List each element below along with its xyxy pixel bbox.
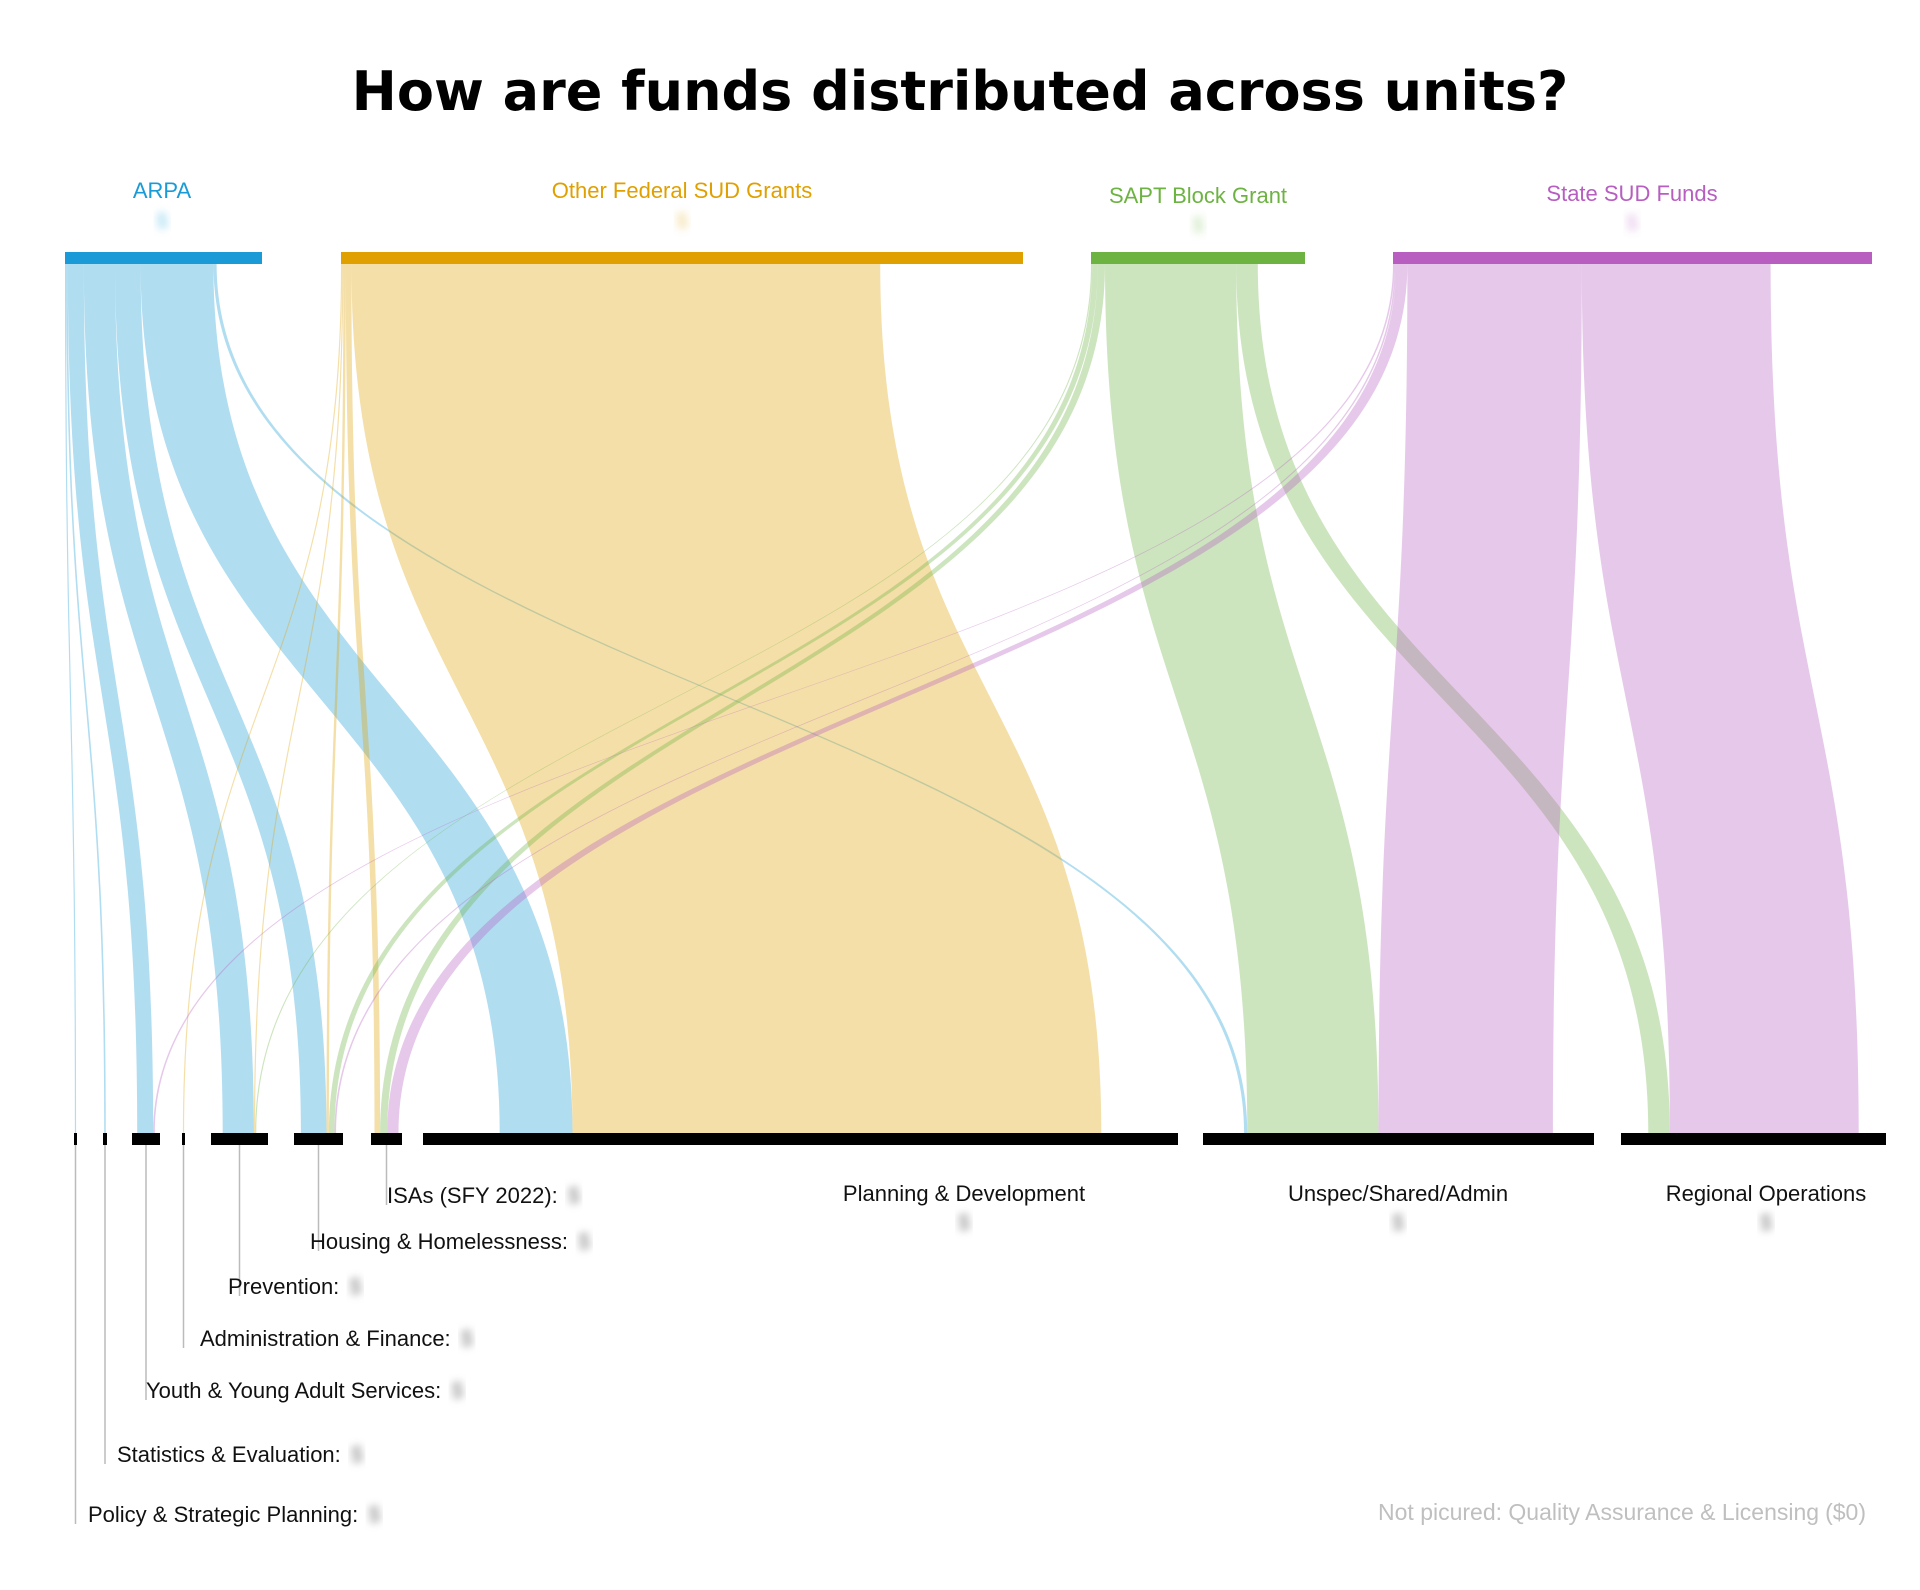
flow-state-sud-funds-to-housing-homelessness: [334, 264, 1397, 1133]
flow-state-sud-funds-to-isas-sfy-2022: [387, 264, 1408, 1133]
target-amount-youth-young-adult-services: $: [451, 1378, 463, 1403]
target-label-housing-homelessness: Housing & Homelessness:: [310, 1229, 568, 1254]
flow-other-federal-sud-grants-to-isas-sfy-2022: [345, 264, 381, 1133]
flow-state-sud-funds-to-youth-young-adult-services: [153, 264, 1395, 1133]
flow-sapt-block-grant-to-regional-operations: [1236, 264, 1670, 1133]
target-label-unspec-shared-admin: Unspec/Shared/Admin: [1288, 1181, 1508, 1206]
source-amount-sapt-block-grant: $: [1192, 214, 1204, 237]
flow-other-federal-sud-grants-to-prevention: [253, 264, 344, 1133]
target-bar-policy-strategic-planning: [74, 1133, 77, 1145]
target-amount-planning-development: $: [958, 1210, 970, 1235]
target-amount-statistics-evaluation: $: [351, 1442, 363, 1467]
flow-arpa-to-unspec-shared-admin: [213, 264, 1248, 1133]
source-label-sapt-block-grant: SAPT Block Grant: [1109, 183, 1287, 208]
target-bar-regional-operations: [1621, 1133, 1886, 1145]
flow-arpa-to-prevention: [83, 264, 254, 1133]
target-amount-unspec-shared-admin: $: [1392, 1210, 1404, 1235]
source-bar-sapt-block-grant: [1091, 252, 1305, 264]
target-bar-statistics-evaluation: [103, 1133, 107, 1145]
target-amount-regional-operations: $: [1760, 1210, 1772, 1235]
source-bar-state-sud-funds: [1393, 252, 1872, 264]
target-labels: Policy & Strategic Planning: $ Statistics …: [74, 1145, 1867, 1527]
flow-sapt-block-grant-to-isas-sfy-2022: [380, 264, 1106, 1133]
flow-arpa-to-youth-young-adult-services: [67, 264, 154, 1133]
target-bar-unspec-shared-admin: [1203, 1133, 1594, 1145]
source-bar-other-federal-sud-grants: [341, 252, 1023, 264]
flow-arpa-to-housing-homelessness: [115, 264, 327, 1133]
flow-sapt-block-grant-to-prevention: [255, 264, 1093, 1133]
target-label-isas-sfy-2022: ISAs (SFY 2022):: [387, 1183, 558, 1208]
target-bar-isas-sfy-2022: [371, 1133, 402, 1145]
source-label-state-sud-funds: State SUD Funds: [1546, 181, 1717, 206]
flow-sapt-block-grant-to-housing-homelessness: [328, 264, 1098, 1133]
target-amount-administration-finance: $: [461, 1326, 473, 1351]
source-amount-state-sud-funds: $: [1626, 212, 1638, 235]
target-amount-policy-strategic-planning: $: [368, 1502, 380, 1527]
target-bars: [74, 1133, 1886, 1145]
flow-sapt-block-grant-to-unspec-shared-admin: [1105, 264, 1379, 1133]
target-label-regional-operations: Regional Operations: [1666, 1181, 1867, 1206]
target-label-prevention: Prevention:: [228, 1274, 339, 1299]
source-label-arpa: ARPA: [133, 178, 192, 203]
flow-arpa-to-planning-development: [140, 264, 573, 1133]
not-pictured-note: Not picured: Quality Assurance & Licensi…: [1378, 1499, 1866, 1525]
target-bar-administration-finance: [182, 1133, 185, 1145]
target-label-youth-young-adult-services: Youth & Young Adult Services:: [146, 1378, 441, 1403]
target-bar-housing-homelessness: [294, 1133, 343, 1145]
flow-other-federal-sud-grants-to-planning-development: [351, 264, 1102, 1133]
target-label-policy-strategic-planning: Policy & Strategic Planning:: [88, 1502, 358, 1527]
target-bar-prevention: [211, 1133, 268, 1145]
flow-state-sud-funds-to-regional-operations: [1581, 264, 1859, 1133]
flow-links: [65, 264, 1859, 1133]
flow-other-federal-sud-grants-to-housing-homelessness: [326, 264, 346, 1133]
flow-state-sud-funds-to-unspec-shared-admin: [1378, 264, 1582, 1133]
flow-arpa-to-statistics-evaluation: [66, 264, 106, 1133]
source-label-other-federal-sud-grants: Other Federal SUD Grants: [552, 178, 812, 203]
chart-title: How are funds distributed across units?: [352, 60, 1569, 123]
target-label-administration-finance: Administration & Finance:: [200, 1326, 451, 1351]
target-label-statistics-evaluation: Statistics & Evaluation:: [117, 1442, 341, 1467]
source-bars: [65, 252, 1872, 264]
source-amount-other-federal-sud-grants: $: [676, 210, 688, 233]
flow-arpa-to-policy-strategic-planning: [65, 264, 77, 1133]
source-bar-arpa: [65, 252, 262, 264]
target-amount-housing-homelessness: $: [578, 1229, 590, 1254]
target-bar-planning-development: [423, 1133, 1178, 1145]
target-amount-isas-sfy-2022: $: [568, 1183, 580, 1208]
source-labels: ARPA $ Other Federal SUD Grants $ SAPT Block…: [133, 178, 1718, 237]
flow-other-federal-sud-grants-to-administration-finance: [182, 264, 343, 1133]
target-bar-youth-young-adult-services: [132, 1133, 160, 1145]
target-amount-prevention: $: [349, 1274, 361, 1299]
target-label-planning-development: Planning & Development: [843, 1181, 1085, 1206]
source-amount-arpa: $: [156, 210, 168, 233]
